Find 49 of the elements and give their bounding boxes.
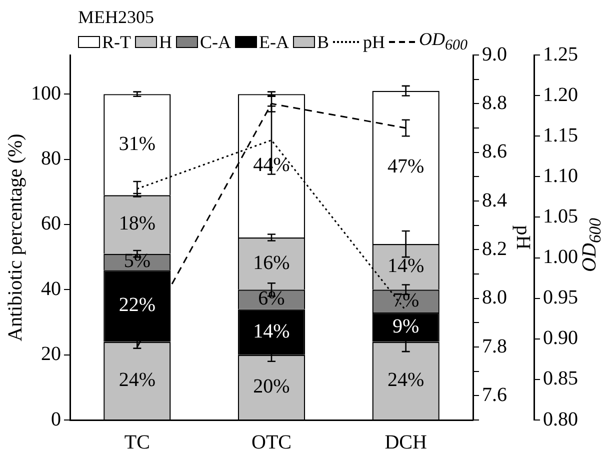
y2-tick-label: 8.6 <box>482 140 507 163</box>
legend-label: C-A <box>200 31 231 54</box>
y2-axis-title: pH <box>512 225 534 250</box>
data-label: 20% <box>253 375 290 398</box>
data-label: 24% <box>387 368 424 391</box>
y-tick-label: 60 <box>41 212 61 235</box>
legend-label: E-A <box>259 31 289 54</box>
legend-label: B <box>317 31 330 54</box>
y2-tick-label: 8.8 <box>482 92 507 114</box>
legend-label: H <box>159 31 172 54</box>
legend-label: R-T <box>102 31 131 54</box>
x-tick-label: DCH <box>384 431 427 454</box>
y3-tick-label: 1.15 <box>543 124 578 146</box>
data-label: 16% <box>253 252 290 274</box>
y3-tick-label: 1.25 <box>543 43 578 66</box>
y3-tick-label: 1.00 <box>543 246 578 268</box>
y2-tick-label: 8.4 <box>482 189 507 212</box>
y3-tick-label: 0.95 <box>543 286 578 309</box>
y3-tick-label: 0.85 <box>543 368 578 390</box>
y2-tick-label: 7.6 <box>482 384 507 406</box>
y-tick-label: 20 <box>41 343 61 366</box>
y2-tick-label: 9.0 <box>482 43 507 66</box>
y-tick-label: 40 <box>41 278 61 300</box>
legend-label: pH <box>363 31 386 54</box>
y3-tick-label: 1.20 <box>543 84 578 106</box>
data-label: 14% <box>253 320 290 342</box>
y3-tick-label: 1.05 <box>543 205 578 228</box>
data-label: 18% <box>118 212 156 235</box>
y-axis-title: Antibiotic percentage (%) <box>4 134 26 342</box>
y3-tick-label: 0.80 <box>543 408 578 430</box>
legend-title: MEH2305 <box>78 6 155 28</box>
y-tick-label: 80 <box>41 148 61 170</box>
legend-label: OD$_{600}$ <box>419 28 468 56</box>
y2-tick-label: 7.8 <box>482 335 507 358</box>
data-label: 22% <box>118 294 156 316</box>
y3-tick-label: 0.90 <box>543 327 578 350</box>
data-label: 14% <box>387 255 424 278</box>
data-label: 6% <box>258 288 285 310</box>
x-tick-label: TC <box>124 431 150 454</box>
y2-tick-label: 8.2 <box>482 238 507 260</box>
data-label: 24% <box>118 368 156 391</box>
y-tick-label: 0 <box>51 408 61 430</box>
y3-tick-label: 1.10 <box>543 164 578 187</box>
x-tick-label: OTC <box>252 431 292 454</box>
y2-tick-label: 8.0 <box>482 286 507 309</box>
data-label: 9% <box>392 315 420 338</box>
y-tick-label: 100 <box>31 82 61 104</box>
data-label: 31% <box>118 132 156 155</box>
data-label: 47% <box>387 156 424 178</box>
